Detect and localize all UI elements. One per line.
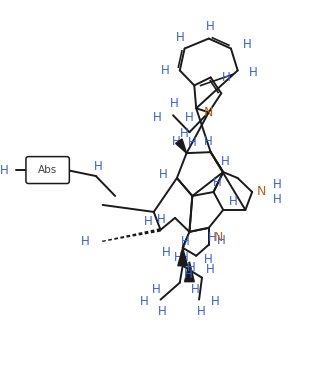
Text: H: H	[249, 66, 258, 79]
Text: H: H	[180, 251, 188, 264]
FancyBboxPatch shape	[26, 157, 69, 184]
Text: H: H	[197, 305, 205, 318]
Text: H: H	[208, 231, 217, 244]
Text: H: H	[184, 268, 192, 281]
Text: H: H	[273, 178, 282, 190]
Text: H: H	[180, 127, 189, 140]
Text: H: H	[170, 97, 179, 110]
Text: H: H	[216, 234, 225, 247]
Text: H: H	[93, 160, 102, 173]
Text: H: H	[213, 176, 222, 189]
Text: N: N	[214, 231, 223, 244]
Text: H: H	[204, 253, 213, 266]
Text: H: H	[174, 251, 182, 264]
Text: H: H	[222, 71, 231, 84]
Text: N: N	[257, 186, 266, 199]
Text: H: H	[0, 163, 9, 176]
Text: H: H	[153, 111, 161, 124]
Text: H: H	[243, 38, 251, 51]
Text: H: H	[176, 31, 184, 44]
Text: H: H	[160, 64, 169, 77]
Text: H: H	[191, 283, 200, 296]
Text: H: H	[188, 136, 197, 149]
Text: H: H	[144, 215, 152, 228]
Polygon shape	[178, 248, 187, 266]
Text: H: H	[181, 235, 190, 248]
Text: H: H	[206, 263, 214, 276]
Text: H: H	[221, 155, 229, 168]
Text: H: H	[211, 295, 219, 308]
Text: H: H	[152, 283, 161, 296]
Text: H: H	[172, 134, 181, 148]
Text: H: H	[184, 111, 193, 124]
Text: H: H	[273, 194, 282, 207]
Polygon shape	[184, 262, 194, 282]
Text: H: H	[140, 295, 149, 308]
Text: H: H	[158, 168, 167, 181]
Text: H: H	[229, 195, 238, 208]
Text: H: H	[81, 235, 90, 248]
Text: Abs: Abs	[38, 165, 57, 175]
Polygon shape	[176, 139, 186, 153]
Text: H: H	[186, 261, 195, 274]
Text: H: H	[162, 246, 171, 259]
Text: H: H	[206, 20, 215, 33]
Text: H: H	[204, 134, 213, 148]
Text: H: H	[156, 213, 165, 226]
Text: N: N	[204, 106, 214, 119]
Text: H: H	[158, 305, 167, 318]
